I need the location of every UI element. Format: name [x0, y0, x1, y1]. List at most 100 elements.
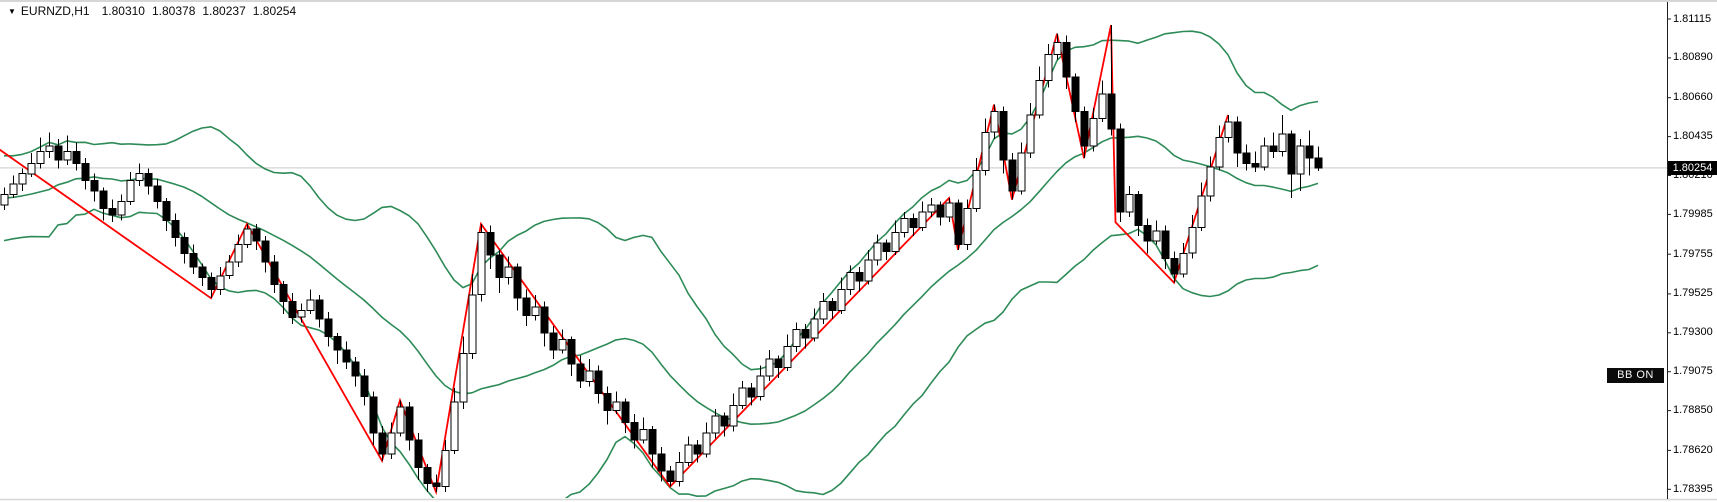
candle-body	[828, 301, 837, 311]
candle-body	[963, 207, 972, 246]
candle-body	[441, 449, 450, 488]
candle-body	[1035, 79, 1044, 116]
candle-body	[1080, 111, 1089, 147]
candle-body	[216, 275, 225, 291]
candle-body	[1305, 145, 1314, 159]
candle-body	[162, 200, 171, 221]
candle-body	[1188, 226, 1197, 254]
candle-body	[36, 150, 45, 164]
candle-body	[936, 204, 945, 218]
candle-body	[1062, 41, 1071, 78]
candle-body	[270, 261, 279, 285]
candle-body	[1242, 152, 1251, 164]
candle-body	[72, 150, 81, 164]
candle-body	[954, 202, 963, 246]
candle-body	[774, 358, 783, 368]
candle-body	[765, 358, 774, 377]
candle-body	[171, 219, 180, 239]
quote-high-value: 1.80378	[151, 4, 196, 18]
candle-body	[747, 387, 756, 398]
candle-body	[1197, 195, 1206, 228]
candle-body	[513, 266, 522, 299]
candle-body	[504, 266, 513, 279]
candle-body	[45, 145, 54, 152]
candle-body	[198, 266, 207, 279]
candle-body	[927, 204, 936, 213]
candle-body	[585, 370, 594, 382]
candle-body	[360, 375, 369, 398]
candle-body	[1143, 225, 1152, 242]
candle-body	[180, 237, 189, 254]
current-price-label: 1.80254	[1668, 161, 1717, 175]
quote-low-value: 1.80237	[202, 4, 246, 18]
bb-toggle-button[interactable]: BB ON	[1607, 368, 1664, 383]
candle-body	[801, 328, 810, 339]
candle-body	[756, 375, 765, 398]
candle-body	[522, 297, 531, 317]
candle-body	[378, 432, 387, 455]
candle-body	[693, 444, 702, 455]
candle-body	[63, 150, 72, 161]
candle-body	[189, 252, 198, 268]
candle-body	[1089, 117, 1098, 147]
candle-body	[648, 429, 657, 455]
candle-body	[108, 207, 117, 216]
candle-body	[1116, 128, 1125, 213]
candle-body	[531, 306, 540, 316]
candle-body	[144, 173, 153, 187]
candle-body	[990, 111, 999, 133]
quote-close-value: 1.80254	[252, 4, 297, 18]
candle-body	[279, 283, 288, 303]
candle-body	[405, 406, 414, 441]
candle-body	[486, 232, 495, 256]
candle-body	[324, 318, 333, 337]
quote-bar: ▼ EURNZD,H1 1.80310 1.80378 1.80237 1.80…	[8, 4, 303, 18]
candle-body	[891, 232, 900, 252]
bollinger-upper-band-line	[4, 30, 1319, 371]
candle-body	[369, 396, 378, 434]
candle-body	[351, 361, 360, 377]
candle-body	[1296, 145, 1305, 175]
bollinger-middle-band-line	[3, 135, 1319, 425]
candle-body	[1278, 133, 1287, 152]
symbol-dropdown-icon[interactable]: ▼	[8, 6, 16, 16]
candle-body	[837, 289, 846, 311]
candle-body	[972, 169, 981, 209]
candle-body	[1125, 194, 1134, 213]
candle-body	[594, 370, 603, 394]
candle-body	[0, 194, 9, 206]
candle-body	[1314, 157, 1323, 169]
candle-body	[333, 335, 342, 351]
candle-body	[126, 180, 135, 202]
candle-body	[792, 328, 801, 348]
candle-body	[702, 432, 711, 455]
candle-body	[414, 439, 423, 469]
candle-body	[1260, 145, 1269, 168]
candle-body	[306, 299, 315, 311]
candles-group	[0, 25, 1323, 492]
candle-body	[9, 183, 18, 196]
candle-body	[783, 346, 792, 368]
candle-body	[1107, 93, 1116, 130]
candle-body	[1251, 162, 1260, 168]
candle-body	[1008, 159, 1017, 192]
candle-body	[810, 318, 819, 339]
candle-body	[1287, 133, 1296, 175]
candle-body	[558, 339, 567, 351]
candle-body	[450, 401, 459, 451]
candle-body	[252, 228, 261, 242]
candle-body	[225, 261, 234, 277]
candle-body	[981, 131, 990, 171]
candle-body	[1071, 76, 1080, 112]
candle-body	[81, 162, 90, 182]
candle-body	[207, 277, 216, 291]
candle-body	[387, 432, 396, 455]
candle-body	[90, 180, 99, 192]
candle-body	[1026, 114, 1035, 154]
candle-body	[99, 190, 108, 209]
candle-body	[315, 299, 324, 320]
candle-body	[549, 332, 558, 351]
candle-body	[1134, 194, 1143, 227]
candle-body	[684, 444, 693, 464]
